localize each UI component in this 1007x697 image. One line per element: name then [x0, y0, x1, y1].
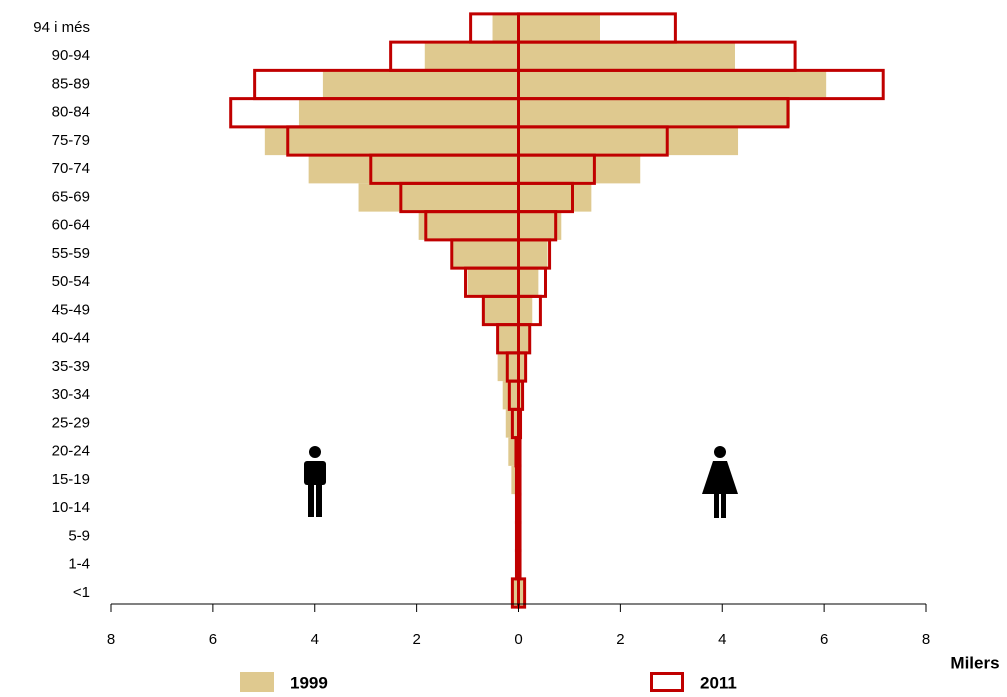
y-tick-label: 40-44: [52, 330, 90, 347]
bar: [517, 492, 522, 524]
bar: [518, 70, 827, 99]
y-tick-label: 5-9: [68, 527, 90, 544]
x-tick-label: 0: [514, 631, 522, 648]
bar: [418, 211, 519, 240]
man-icon: [304, 446, 326, 517]
y-tick-label: 30-34: [52, 386, 90, 403]
y-tick-label: 10-14: [52, 499, 90, 516]
x-tick-label: 4: [311, 631, 319, 648]
y-tick-label: 1-4: [68, 556, 90, 573]
legend-swatch: [240, 672, 274, 692]
x-tick-label: 2: [412, 631, 420, 648]
y-tick-label: 15-19: [52, 471, 90, 488]
bar: [518, 155, 641, 184]
bar: [358, 183, 519, 212]
x-tick-label: 4: [718, 631, 726, 648]
bar: [518, 296, 533, 325]
x-tick-label: 6: [820, 631, 828, 648]
bar: [298, 98, 519, 127]
bar: [517, 436, 522, 468]
bar: [484, 296, 519, 325]
bar: [511, 465, 519, 495]
y-tick-label: 25-29: [52, 414, 90, 431]
legend-swatch: [650, 672, 684, 692]
y-tick-label: 94 i més: [33, 19, 90, 36]
bar: [513, 578, 519, 608]
bar: [517, 464, 522, 496]
bar: [492, 13, 519, 43]
bar: [518, 352, 525, 382]
y-tick-label: 50-54: [52, 273, 90, 290]
x-tick-label: 8: [107, 631, 115, 648]
bar: [518, 98, 790, 127]
y-tick-label: 80-84: [52, 104, 90, 121]
bar: [424, 42, 519, 71]
bar: [518, 42, 735, 71]
y-tick-label: 55-59: [52, 245, 90, 262]
y-tick-label: 65-69: [52, 188, 90, 205]
bar: [496, 324, 519, 353]
bar: [322, 70, 519, 99]
bar: [518, 126, 739, 156]
y-tick-label: 20-24: [52, 443, 90, 460]
y-tick-label: 45-49: [52, 301, 90, 318]
bar: [517, 577, 527, 609]
bar: [517, 520, 522, 553]
bar: [467, 268, 519, 297]
y-tick-label: 75-79: [52, 132, 90, 149]
bar: [508, 437, 519, 466]
y-tick-label: 35-39: [52, 358, 90, 375]
y-tick-label: 60-64: [52, 217, 90, 234]
bar: [518, 239, 548, 269]
woman-icon: [702, 446, 738, 518]
y-tick-label: 85-89: [52, 75, 90, 92]
bar: [308, 155, 519, 184]
bar: [518, 13, 600, 43]
bar: [518, 381, 523, 410]
bar: [518, 268, 539, 297]
x-axis-label: Milers: [950, 653, 999, 672]
bar: [517, 549, 522, 581]
bar: [518, 324, 529, 353]
bar: [518, 578, 524, 608]
x-tick-label: 8: [922, 631, 930, 648]
legend-label: 1999: [290, 673, 328, 692]
y-tick-label: <1: [73, 584, 90, 601]
legend-label: 2011: [700, 673, 737, 692]
bar: [517, 407, 523, 440]
bar: [452, 239, 519, 269]
y-tick-label: 70-74: [52, 160, 90, 177]
x-tick-label: 2: [616, 631, 624, 648]
bar: [518, 183, 592, 212]
bar: [518, 211, 562, 240]
x-tick-label: 6: [209, 631, 217, 648]
bar: [264, 126, 519, 156]
y-tick-label: 90-94: [52, 47, 90, 64]
